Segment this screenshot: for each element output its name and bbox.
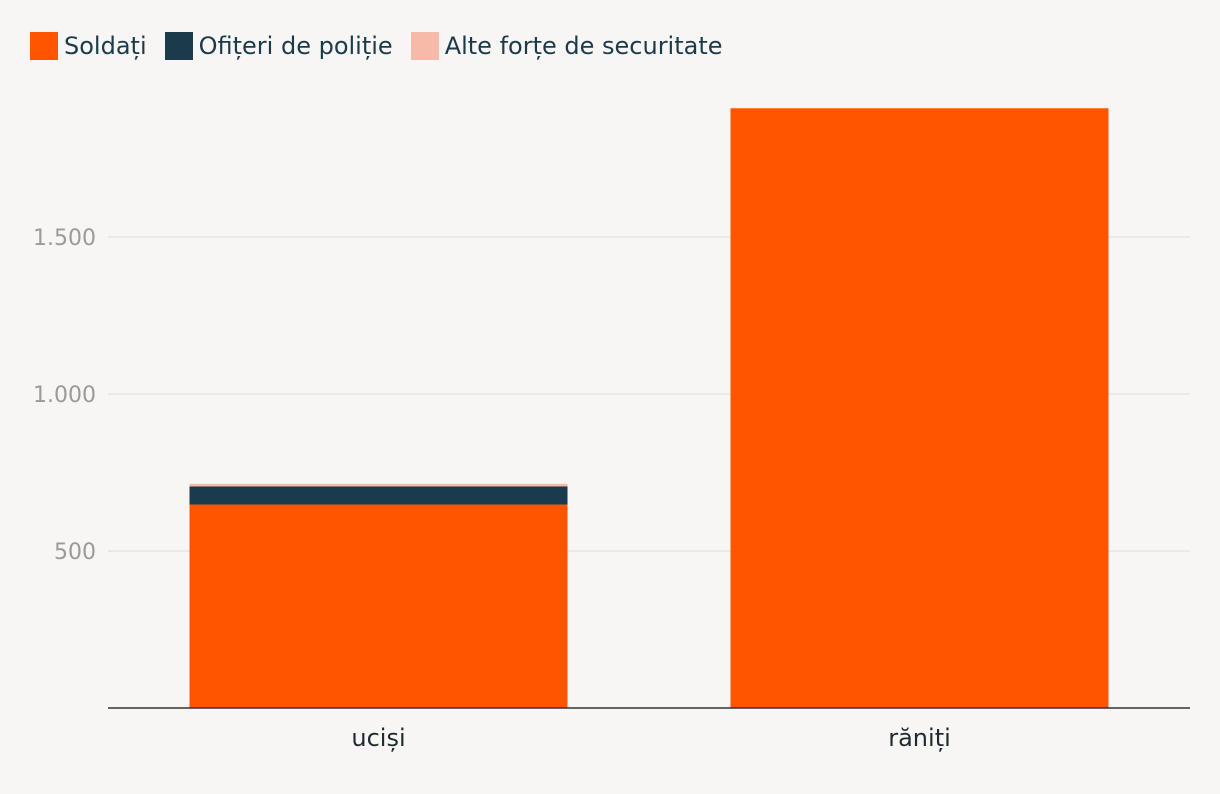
chart-legend: Soldați Ofițeri de poliție Alte forțe de… (30, 32, 741, 60)
legend-label-alte: Alte forțe de securitate (444, 32, 723, 60)
x-category-label: uciși (351, 724, 405, 752)
bar-segment (189, 483, 568, 487)
y-tick-label: 1.500 (33, 226, 96, 251)
legend-swatch-ofiteri (164, 32, 193, 60)
y-tick-label: 1.000 (33, 383, 96, 408)
legend-swatch-soldati (30, 32, 58, 60)
legend-label-ofiteri: Ofițeri de poliție (198, 32, 393, 60)
bar-segment (730, 108, 1109, 708)
y-tick-label: 500 (54, 540, 96, 565)
legend-swatch-alte (410, 32, 439, 60)
legend-item-ofiteri: Ofițeri de poliție (164, 32, 393, 60)
legend-item-soldati: Soldați (30, 32, 147, 60)
bar-segment (189, 486, 568, 505)
x-category-label: răniți (888, 724, 951, 752)
bar-segment (189, 504, 568, 708)
legend-label-soldati: Soldați (64, 32, 147, 60)
legend-item-alte: Alte forțe de securitate (410, 32, 723, 60)
